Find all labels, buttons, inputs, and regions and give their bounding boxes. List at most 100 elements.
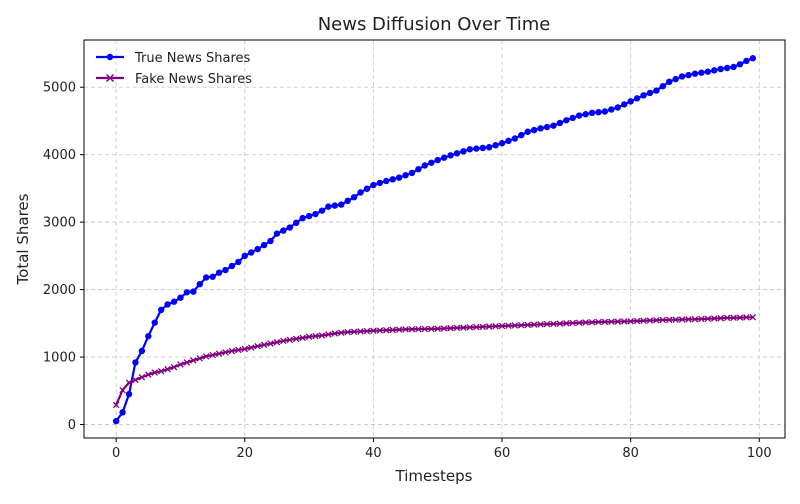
data-point (440, 154, 448, 161)
grid (84, 40, 785, 438)
data-point (286, 224, 293, 231)
data-point (743, 314, 750, 321)
data-point (601, 108, 609, 115)
y-tick-label: 2000 (43, 283, 76, 298)
data-point (376, 179, 384, 187)
data-point (247, 344, 255, 351)
legend-label-true: True News Shares (134, 51, 251, 66)
data-point (614, 104, 621, 111)
data-point (370, 181, 377, 189)
data-point (157, 367, 165, 375)
data-point (698, 315, 705, 323)
data-point (524, 128, 531, 135)
data-point (138, 347, 146, 355)
data-point (254, 342, 261, 350)
y-tick-label: 0 (68, 418, 76, 433)
data-point (215, 350, 223, 357)
data-point (640, 317, 647, 325)
data-point (183, 359, 191, 366)
data-point (267, 237, 274, 245)
data-point (273, 230, 281, 237)
data-point (723, 64, 731, 72)
data-point (447, 152, 454, 159)
data-point (576, 112, 583, 119)
data-point (659, 83, 667, 90)
data-point (582, 319, 589, 326)
data-point (537, 321, 544, 328)
data-point (112, 401, 120, 409)
data-point (248, 249, 255, 256)
data-point (293, 219, 300, 227)
data-point (588, 318, 596, 326)
data-point (563, 117, 570, 124)
data-point (273, 338, 281, 346)
data-point (582, 111, 589, 118)
data-point (312, 210, 319, 218)
series-true-news (112, 55, 757, 425)
data-point (479, 144, 486, 152)
data-point (691, 316, 699, 323)
data-point (666, 78, 673, 86)
data-point (190, 357, 197, 364)
data-point (749, 55, 757, 62)
data-point (466, 324, 474, 331)
data-point (678, 73, 686, 80)
data-point (736, 314, 744, 321)
data-point (383, 326, 390, 334)
data-point (260, 241, 268, 249)
data-point (202, 274, 210, 281)
data-point (518, 321, 525, 329)
data-point (511, 135, 519, 142)
legend: True News Shares Fake News Shares (96, 51, 252, 87)
data-point (408, 169, 416, 177)
data-point (312, 332, 319, 340)
data-point (170, 298, 178, 305)
data-point (550, 122, 557, 129)
data-point (370, 327, 377, 335)
data-point (164, 365, 171, 373)
y-axis-label: Total Shares (14, 193, 32, 285)
data-point (338, 201, 345, 208)
data-point (595, 318, 602, 326)
data-point (492, 142, 499, 149)
data-point (434, 156, 441, 164)
data-point (620, 318, 628, 325)
data-point (608, 318, 615, 325)
data-point (434, 325, 441, 332)
data-point (235, 346, 242, 354)
data-point (241, 252, 248, 260)
data-point (691, 70, 699, 77)
data-point (228, 347, 236, 355)
data-point (704, 315, 712, 322)
data-point (202, 353, 210, 360)
data-point (646, 89, 654, 97)
data-point (646, 317, 654, 324)
data-point (415, 325, 422, 333)
data-point (440, 325, 448, 332)
data-point (164, 301, 171, 308)
legend-entry-true: True News Shares (96, 51, 251, 66)
data-point (125, 390, 133, 398)
y-tick-label: 4000 (43, 148, 76, 163)
data-point (395, 326, 403, 333)
data-point (389, 176, 396, 183)
data-point (318, 332, 326, 339)
data-point (485, 144, 493, 151)
data-point (653, 316, 660, 324)
data-point (473, 323, 480, 331)
x-tick-label: 80 (622, 446, 639, 461)
data-point (736, 61, 744, 68)
data-point (460, 324, 467, 331)
data-point (614, 318, 622, 325)
data-point (222, 266, 229, 274)
data-point (132, 359, 139, 366)
data-point (151, 319, 158, 326)
data-point (479, 323, 486, 331)
data-point (119, 409, 126, 416)
data-point (331, 202, 339, 209)
data-point (595, 108, 602, 116)
data-point (563, 320, 570, 327)
data-point (710, 315, 718, 322)
